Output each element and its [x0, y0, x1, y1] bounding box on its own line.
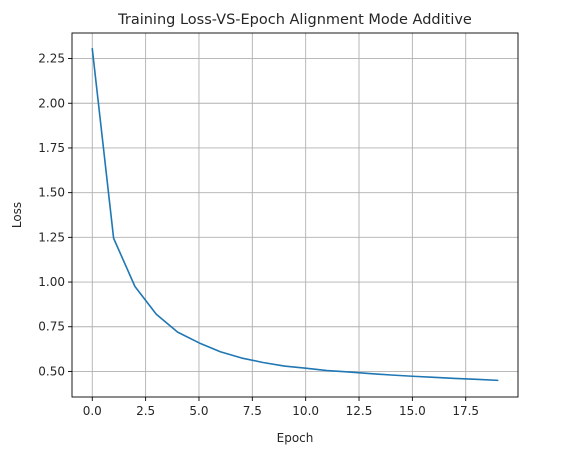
chart-title: Training Loss-VS-Epoch Alignment Mode Ad… — [117, 12, 472, 28]
plot-frame — [71, 32, 519, 398]
x-tick-label: 10.0 — [292, 404, 319, 418]
grid-layer — [72, 33, 518, 397]
x-tick-label: 5.0 — [189, 404, 208, 418]
x-ticks: 0.0 2.5 5.0 7.5 10.0 12.5 15.0 17.5 — [83, 397, 479, 418]
y-tick-label: 1.50 — [38, 186, 65, 200]
y-tick-label: 0.75 — [38, 320, 65, 334]
y-ticks: 0.50 0.75 1.00 1.25 1.50 1.75 2.00 2.25 — [38, 52, 72, 378]
y-axis-label: Loss — [10, 202, 24, 228]
y-tick-label: 2.25 — [38, 52, 65, 66]
y-tick-label: 2.00 — [38, 96, 65, 110]
y-tick-label: 1.00 — [38, 275, 65, 289]
y-tick-label: 0.50 — [38, 364, 65, 378]
x-tick-label: 0.0 — [83, 404, 102, 418]
x-tick-label: 12.5 — [346, 404, 373, 418]
y-tick-label: 1.25 — [38, 230, 65, 244]
x-tick-label: 15.0 — [399, 404, 426, 418]
series-line — [91, 47, 499, 382]
line-layer — [91, 47, 499, 382]
x-axis-label: Epoch — [277, 431, 314, 445]
x-tick-label: 2.5 — [136, 404, 155, 418]
x-tick-label: 7.5 — [243, 404, 262, 418]
x-tick-label: 17.5 — [452, 404, 479, 418]
y-tick-label: 1.75 — [38, 141, 65, 155]
